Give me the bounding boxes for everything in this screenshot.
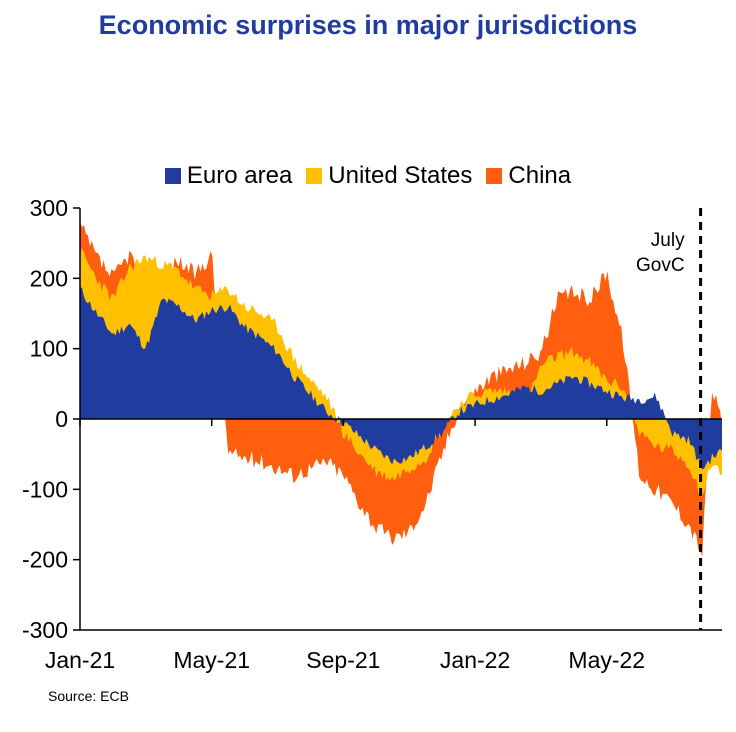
y-tick-label: 300 xyxy=(30,195,68,221)
legend-swatch-us xyxy=(306,168,323,184)
legend-label-euro: Euro area xyxy=(186,162,293,189)
x-tick-label: May-22 xyxy=(568,647,645,673)
legend-item-us: United States xyxy=(306,162,472,190)
y-tick-label: -300 xyxy=(22,617,68,643)
legend-label-us: United States xyxy=(328,162,473,189)
legend-swatch-euro xyxy=(164,168,181,184)
y-tick-label: -200 xyxy=(22,547,68,573)
y-tick-label: 100 xyxy=(30,336,68,362)
annotation-label-line: July xyxy=(651,230,685,251)
legend-item-china: China xyxy=(486,162,571,190)
x-tick-label: Jan-22 xyxy=(440,647,510,673)
x-tick-label: Jan-21 xyxy=(45,647,115,673)
x-tick-label: May-21 xyxy=(173,647,250,673)
source-note: Source: ECB xyxy=(48,688,129,704)
legend-item-euro: Euro area xyxy=(164,162,293,190)
series-area-china xyxy=(80,222,722,557)
y-tick-label: 0 xyxy=(55,406,68,432)
series-area-euro xyxy=(80,287,722,470)
legend-swatch-china xyxy=(486,168,503,184)
y-tick-label: -100 xyxy=(22,476,68,502)
chart-title: Economic surprises in major jurisdiction… xyxy=(98,10,638,40)
series-area-us xyxy=(80,248,722,496)
legend: Euro area United States China xyxy=(0,162,736,190)
x-tick-label: Sep-21 xyxy=(306,647,380,673)
y-tick-label: 200 xyxy=(30,265,68,291)
legend-label-china: China xyxy=(508,162,572,189)
annotation-label-line: GovC xyxy=(636,255,685,276)
